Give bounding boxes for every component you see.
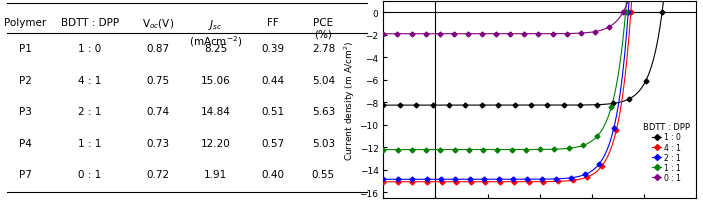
Text: P2: P2 (18, 75, 32, 85)
Text: 2 : 1: 2 : 1 (78, 107, 101, 117)
Text: P1: P1 (18, 44, 32, 54)
Text: 1 : 0: 1 : 0 (78, 44, 101, 54)
Text: 1 : 1: 1 : 1 (78, 138, 101, 148)
Text: 5.03: 5.03 (312, 138, 335, 148)
Text: 0.39: 0.39 (262, 44, 285, 54)
Text: 0.44: 0.44 (262, 75, 285, 85)
Text: V$_{oc}$(V): V$_{oc}$(V) (142, 18, 174, 31)
Text: 0.73: 0.73 (146, 138, 169, 148)
Text: P3: P3 (18, 107, 32, 117)
Text: FF: FF (267, 18, 279, 28)
Text: P4: P4 (18, 138, 32, 148)
Y-axis label: Current density (m A/cm$^2$): Current density (m A/cm$^2$) (342, 40, 356, 160)
Text: 0.51: 0.51 (262, 107, 285, 117)
Text: Polymer: Polymer (4, 18, 46, 28)
Text: 1.91: 1.91 (204, 170, 227, 179)
Text: 15.06: 15.06 (200, 75, 231, 85)
Text: 0 : 1: 0 : 1 (78, 170, 101, 179)
Text: 2.78: 2.78 (311, 44, 335, 54)
Text: 0.74: 0.74 (146, 107, 169, 117)
Text: 12.20: 12.20 (200, 138, 231, 148)
Text: 4 : 1: 4 : 1 (78, 75, 101, 85)
Legend: 1 : 0, 4 : 1, 2 : 1, 1 : 1, 0 : 1: 1 : 0, 4 : 1, 2 : 1, 1 : 1, 0 : 1 (640, 120, 692, 184)
Text: 0.40: 0.40 (262, 170, 285, 179)
Text: 14.84: 14.84 (200, 107, 231, 117)
Text: 0.75: 0.75 (146, 75, 169, 85)
Text: 5.04: 5.04 (312, 75, 335, 85)
Text: BDTT : DPP: BDTT : DPP (60, 18, 119, 28)
Text: 8.25: 8.25 (204, 44, 227, 54)
Text: 5.63: 5.63 (311, 107, 335, 117)
Text: 0.72: 0.72 (146, 170, 169, 179)
Text: P7: P7 (18, 170, 32, 179)
Text: 0.55: 0.55 (312, 170, 335, 179)
Text: PCE
(%): PCE (%) (314, 18, 333, 39)
Text: 0.57: 0.57 (262, 138, 285, 148)
Text: 0.87: 0.87 (146, 44, 169, 54)
Text: $J_{sc}$
(mAcm$^{-2}$): $J_{sc}$ (mAcm$^{-2}$) (189, 18, 243, 49)
